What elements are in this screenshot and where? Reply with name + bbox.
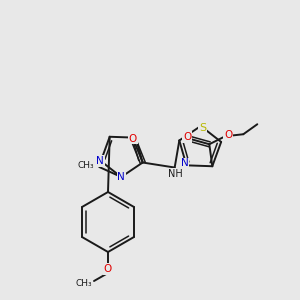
Text: O: O	[128, 134, 137, 143]
Text: CH₃: CH₃	[78, 161, 94, 170]
Text: O: O	[224, 130, 232, 140]
Text: N: N	[96, 156, 104, 166]
Text: S: S	[199, 123, 206, 133]
Text: N: N	[181, 158, 188, 168]
Text: O: O	[183, 132, 191, 142]
Text: N: N	[117, 172, 125, 182]
Text: O: O	[104, 264, 112, 274]
Text: NH: NH	[168, 169, 183, 178]
Text: CH₃: CH₃	[75, 278, 92, 287]
